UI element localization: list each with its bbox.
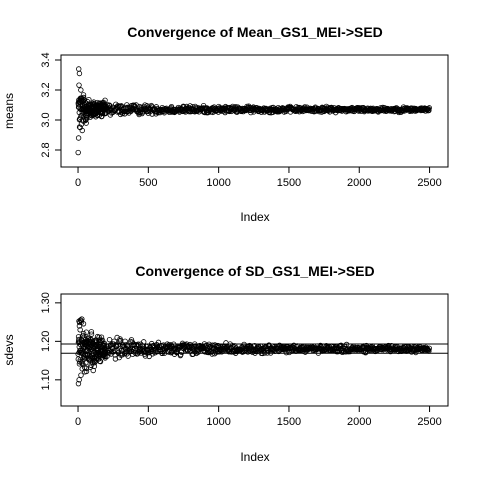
data-point [76, 136, 81, 141]
y-tick-label-means-1: 3.0 [40, 112, 52, 127]
axis-ticks-means: 0 500 1000 1500 2000 2500 2.8 3.0 3.2 3.4 [40, 52, 442, 189]
chart-title-means: Convergence of Mean_GS1_MEI->SED [127, 24, 383, 40]
data-point [77, 71, 82, 76]
data-point [76, 67, 81, 72]
x-tick-label-sdevs-4: 2000 [347, 416, 371, 428]
y-axis-label-sdevs: sdevs [2, 334, 16, 365]
y-tick-label-sdevs-1: 1.20 [40, 331, 52, 352]
x-tick-label-means-4: 2000 [347, 177, 371, 189]
panel-means: Convergence of Mean_GS1_MEI->SED 0 500 100… [2, 24, 448, 224]
data-point [79, 88, 84, 93]
x-tick-label-sdevs-2: 1000 [206, 416, 230, 428]
chart-title-sdevs: Convergence of SD_GS1_MEI->SED [135, 263, 374, 279]
data-point [76, 150, 81, 155]
x-tick-label-sdevs-1: 500 [139, 416, 157, 428]
y-tick-label-means-0: 2.8 [40, 142, 52, 157]
x-tick-label-sdevs-3: 1500 [277, 416, 301, 428]
x-tick-label-sdevs-5: 2500 [417, 416, 441, 428]
y-tick-label-sdevs-0: 1.10 [40, 369, 52, 390]
y-tick-label-sdevs-2: 1.30 [40, 292, 52, 313]
x-tick-label-sdevs-0: 0 [75, 416, 81, 428]
data-point [77, 83, 82, 88]
x-axis-label-sdevs: Index [240, 450, 269, 464]
x-axis-label-means: Index [240, 210, 269, 224]
x-tick-label-means-0: 0 [75, 177, 81, 189]
data-point [123, 339, 128, 344]
panel-sdevs: Convergence of SD_GS1_MEI->SED 0 500 1000 1… [2, 263, 448, 464]
data-point [107, 337, 112, 342]
data-point [79, 373, 84, 378]
scatter-points-means [76, 67, 432, 155]
x-tick-label-means-5: 2500 [417, 177, 441, 189]
y-tick-label-means-2: 3.2 [40, 82, 52, 97]
y-axis-label-means: means [2, 93, 16, 129]
x-tick-label-means-3: 1500 [277, 177, 301, 189]
scatter-points-sdevs [76, 317, 432, 386]
x-tick-label-means-1: 500 [139, 177, 157, 189]
y-tick-label-means-3: 3.4 [40, 52, 52, 67]
x-tick-label-means-2: 1000 [206, 177, 230, 189]
